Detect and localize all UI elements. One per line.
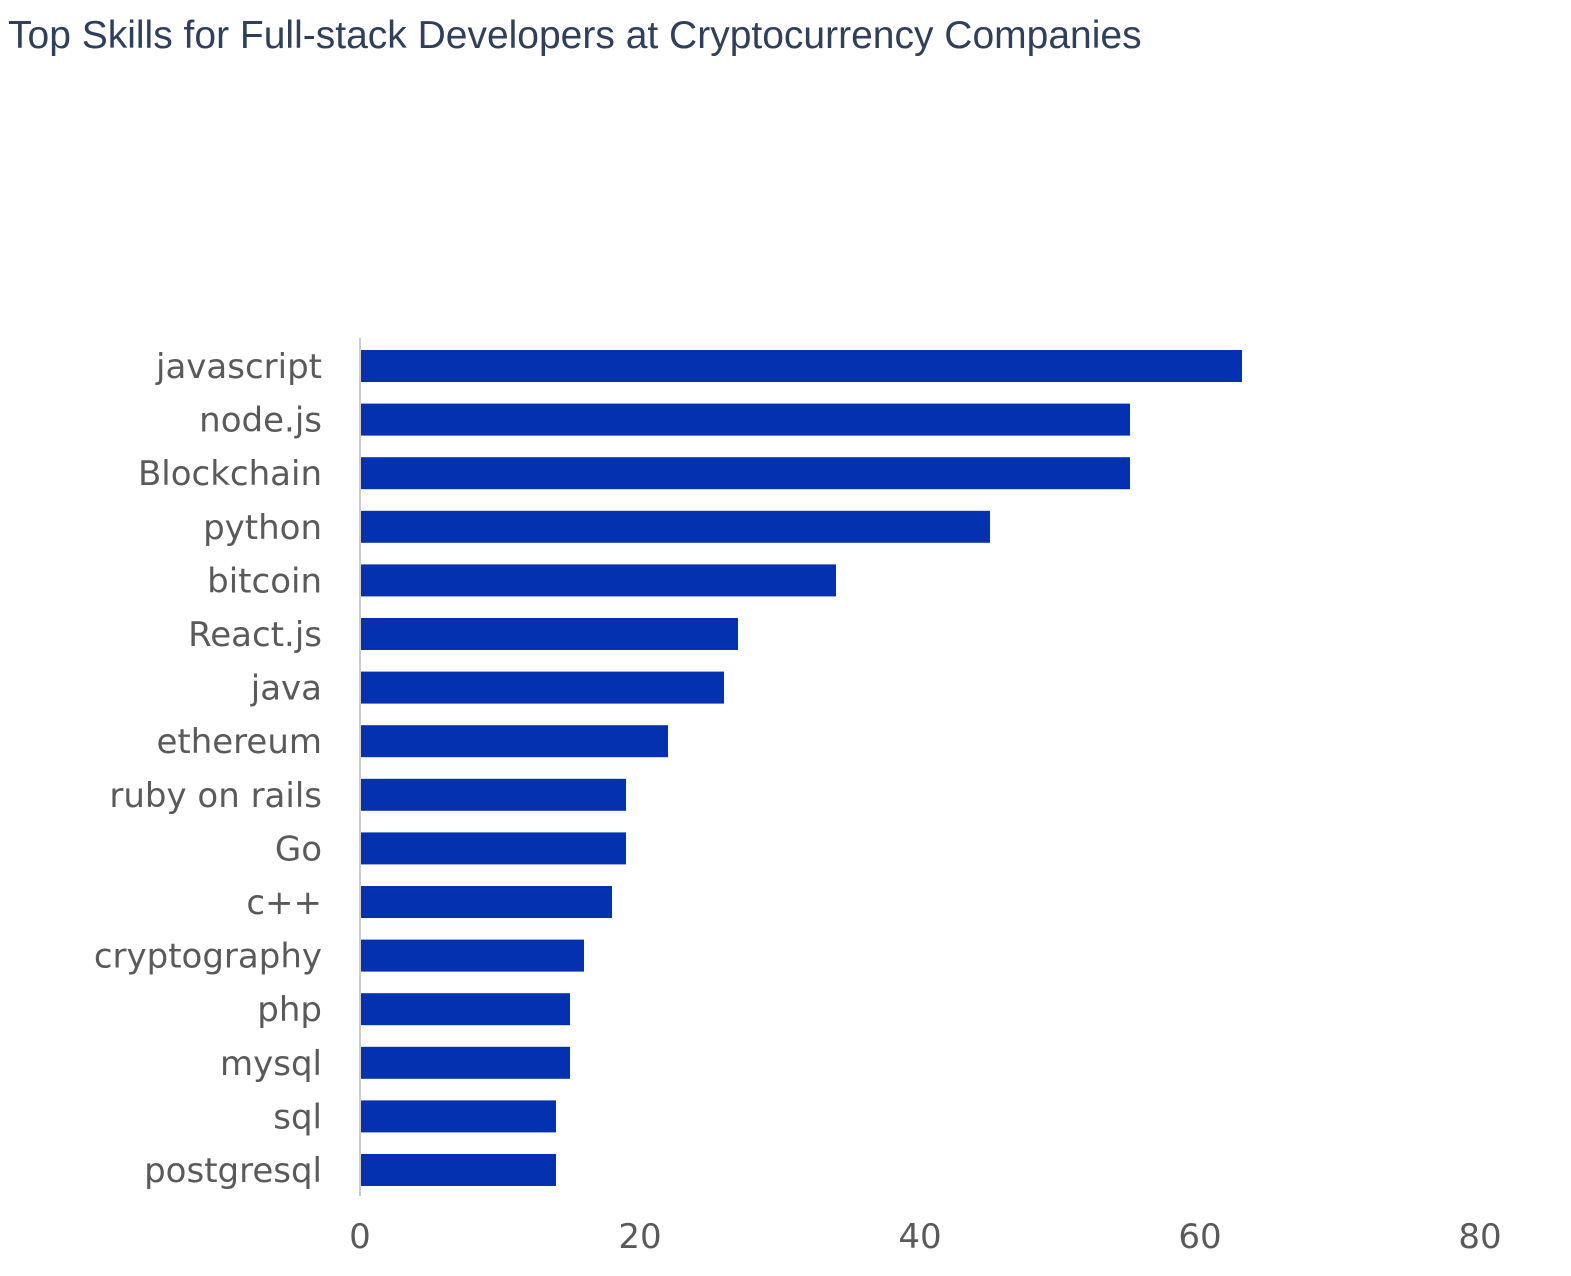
category-label: Go — [275, 829, 322, 869]
bar-sql — [361, 1100, 556, 1133]
chart-title: Top Skills for Full-stack Developers at … — [8, 14, 1142, 57]
bar-mysql — [361, 1046, 570, 1079]
category-label: c++ — [246, 883, 322, 923]
bar-go — [361, 832, 626, 865]
category-label: cryptography — [94, 937, 322, 977]
x-tick-label: 20 — [618, 1217, 661, 1257]
bar-python — [361, 510, 990, 543]
bar-javascript — [361, 350, 1242, 382]
x-tick-label: 0 — [349, 1217, 371, 1257]
x-tick-label: 40 — [898, 1217, 941, 1257]
category-label: Blockchain — [138, 454, 322, 494]
category-label: mysql — [220, 1044, 322, 1084]
category-label: php — [257, 990, 322, 1030]
bar-node-js — [361, 403, 1130, 436]
category-label: bitcoin — [207, 561, 322, 601]
bar-php — [361, 993, 570, 1026]
bar-react-js — [361, 618, 738, 650]
category-label: ethereum — [156, 722, 322, 762]
category-label: ruby on rails — [109, 776, 322, 816]
category-label: java — [250, 669, 322, 709]
bar-ruby-on-rails — [361, 778, 626, 811]
x-tick-label: 60 — [1178, 1217, 1221, 1257]
category-label: python — [203, 508, 322, 548]
category-label: node.js — [199, 401, 322, 441]
bar-bitcoin — [361, 564, 836, 597]
category-label: javascript — [155, 347, 322, 387]
bars-group — [361, 350, 1242, 1186]
category-label: postgresql — [144, 1151, 322, 1191]
category-label: React.js — [188, 615, 322, 655]
category-labels-group: javascript node.js Blockchain python bitcoin… — [94, 347, 322, 1191]
bar-c — [361, 886, 612, 918]
bar-java — [361, 671, 724, 704]
bar-postgresql — [361, 1154, 556, 1186]
x-axis-ticks-group: 0 20 40 60 80 — [349, 1217, 1501, 1257]
bar-blockchain — [361, 457, 1130, 490]
bar-ethereum — [361, 725, 668, 758]
x-tick-label: 80 — [1458, 1217, 1501, 1257]
category-label: sql — [273, 1097, 322, 1137]
bar-cryptography — [361, 939, 584, 972]
